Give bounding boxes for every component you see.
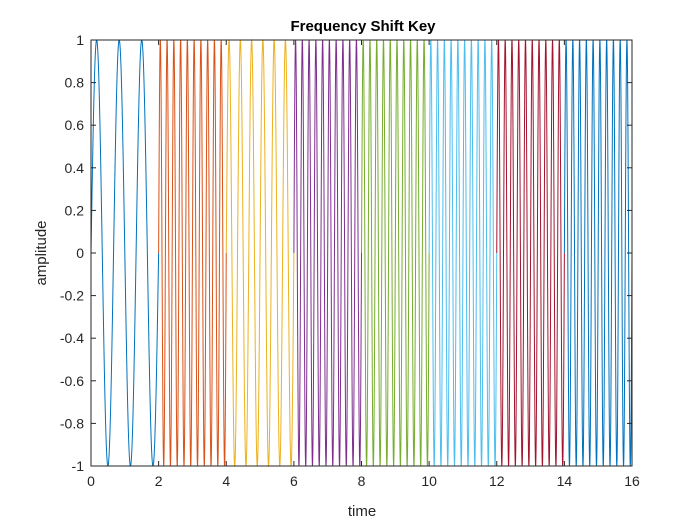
x-axis-label: time (348, 503, 376, 520)
x-tick-label: 16 (624, 473, 640, 489)
x-tick-label: 10 (421, 473, 437, 489)
y-tick-label: 0.6 (65, 117, 85, 133)
series-line-1 (90, 39, 160, 467)
x-tick-label: 4 (222, 473, 230, 489)
y-tick-label: -0.4 (60, 330, 84, 346)
x-tick-label: 2 (155, 473, 163, 489)
series-line-8 (563, 39, 633, 467)
series-layer (90, 38, 633, 468)
axes-layer: 0 2 4 6 8 10 12 14 16 -1 -0.8 -0.6 -0.4 -0.2 0 0.2 0.4 0.… (60, 32, 640, 489)
chart-title: Frequency Shift Key (290, 18, 436, 35)
y-tick-label: -0.8 (60, 415, 84, 431)
y-tick-label: 0 (76, 245, 84, 261)
y-tick-label: 1 (76, 32, 84, 48)
y-axis-label: amplitude (33, 220, 50, 285)
x-tick-label: 6 (290, 473, 298, 489)
series-line-3 (225, 38, 295, 468)
y-tick-label: -1 (72, 458, 85, 474)
series-line-7 (496, 39, 565, 467)
series-line-2 (158, 39, 227, 467)
series-line-5 (361, 39, 430, 467)
y-tick-label: 0.8 (65, 75, 85, 91)
y-tick-label: -0.2 (60, 288, 84, 304)
x-tick-label: 12 (489, 473, 505, 489)
x-tick-label: 8 (358, 473, 366, 489)
series-line-4 (293, 39, 362, 467)
series-line-6 (428, 39, 498, 467)
x-tick-label: 0 (87, 473, 95, 489)
y-tick-label: 0.2 (65, 202, 85, 218)
x-tick-label: 14 (557, 473, 573, 489)
y-tick-label: -0.6 (60, 373, 84, 389)
y-tick-label: 0.4 (65, 160, 85, 176)
